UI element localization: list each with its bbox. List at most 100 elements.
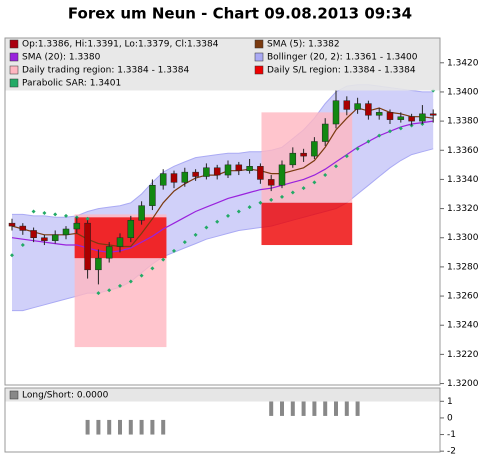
bar [96, 419, 101, 435]
indicator-line [11, 107, 434, 248]
sar-dot [53, 212, 58, 217]
candle-body [235, 164, 243, 171]
sar-dot [280, 194, 284, 199]
candle-body [170, 173, 178, 183]
sar-dot [42, 210, 47, 215]
legend-label: SMA (5): 1.3382 [267, 40, 340, 50]
candle-body [257, 166, 264, 180]
candle-body [321, 123, 329, 142]
legend-label: Bollinger (20, 2): 1.3361 - 1.3400 [267, 53, 418, 63]
legend-swatch [9, 39, 19, 49]
candle-body [95, 257, 102, 271]
legend-label: Op:1.3386, Hi:1.3391, Lo:1.3379, Cl:1.33… [22, 40, 219, 50]
legend-label: Long/Short: 0.0000 [22, 391, 109, 401]
y-tick-label: 1.3320 [447, 204, 479, 214]
sar-dot [172, 248, 176, 253]
bar [150, 419, 155, 435]
bar [280, 401, 284, 416]
bar [107, 419, 112, 435]
candle-body [203, 167, 210, 177]
bar [312, 401, 317, 416]
candle-body [365, 103, 372, 116]
legend-swatch [9, 390, 19, 400]
bar [301, 401, 306, 416]
candle-body [105, 246, 113, 259]
sar-dot [161, 257, 166, 262]
sar-dot [20, 243, 25, 248]
candle-body [73, 222, 81, 230]
sar-dot [344, 154, 349, 159]
candle-body [300, 152, 307, 157]
y-tick-label: 1.3360 [447, 146, 479, 156]
candle-body [41, 237, 48, 241]
sar-dot [312, 180, 317, 185]
legend-swatch [9, 52, 19, 62]
candle-body [213, 167, 221, 176]
candle-body [51, 234, 59, 241]
legend-label: Daily trading region: 1.3384 - 1.3384 [22, 66, 189, 76]
candle-body [192, 171, 199, 177]
sar-dot [301, 186, 306, 191]
sar-dot [236, 209, 241, 214]
bar [290, 401, 295, 416]
legend-swatch [254, 52, 264, 62]
sar-dot [182, 240, 187, 245]
candle-body [354, 103, 361, 110]
y-tick-label: 1 [447, 397, 453, 407]
sar-dot [334, 164, 338, 169]
candle-body [8, 222, 16, 227]
candle-body [127, 219, 135, 238]
chart-title: Forex um Neun - Chart 09.08.2013 09:34 [68, 5, 412, 23]
candle-body [246, 166, 253, 171]
sar-dot [355, 146, 360, 151]
candle-body [116, 237, 124, 247]
bar [85, 419, 90, 435]
candle-body [84, 222, 91, 271]
region-box [261, 112, 353, 203]
sar-dot [215, 219, 220, 224]
candle-body [375, 112, 383, 116]
y-tick-label: 1.3280 [447, 262, 479, 272]
legend-background [5, 388, 440, 402]
bar [334, 401, 338, 416]
candle-body [149, 185, 156, 206]
legend-label: Daily S/L region: 1.3384 - 1.3384 [267, 66, 416, 76]
legend-swatch [9, 78, 19, 88]
sar-dot [118, 283, 122, 288]
bar [128, 419, 133, 435]
candle-body [289, 152, 297, 166]
sar-dot [290, 190, 295, 195]
bar [269, 401, 274, 416]
sar-dot [139, 273, 144, 278]
region-box [261, 202, 353, 246]
sar-dot [150, 266, 155, 271]
legend-label: SMA (20): 1.3380 [22, 53, 101, 63]
candle-body [267, 179, 275, 186]
candle-body [343, 100, 351, 110]
candle-body [397, 116, 405, 120]
candle-body [386, 112, 394, 120]
y-tick-label: 1.3240 [447, 321, 479, 331]
sar-dot [128, 279, 133, 284]
candle-body [311, 141, 318, 157]
sar-dot [226, 213, 230, 218]
sar-dot [366, 139, 371, 144]
candle-body [138, 205, 145, 221]
candle-body [278, 164, 286, 186]
y-tick-label: 1.3220 [447, 350, 479, 360]
y-tick-label: 1.3200 [447, 379, 479, 389]
sar-dot [193, 232, 198, 237]
y-tick-label: 1.3340 [447, 175, 479, 185]
legend-swatch [9, 65, 19, 75]
sar-dot [107, 288, 112, 293]
sar-dot [247, 205, 252, 210]
bar [355, 401, 360, 416]
candle-body [19, 225, 27, 231]
candle-body [429, 113, 437, 116]
y-tick-label: 0 [447, 413, 453, 423]
y-tick-label: 1.3260 [447, 292, 479, 302]
sar-dot [85, 216, 90, 221]
y-tick-label: -1 [447, 430, 456, 440]
candle-body [332, 100, 340, 125]
